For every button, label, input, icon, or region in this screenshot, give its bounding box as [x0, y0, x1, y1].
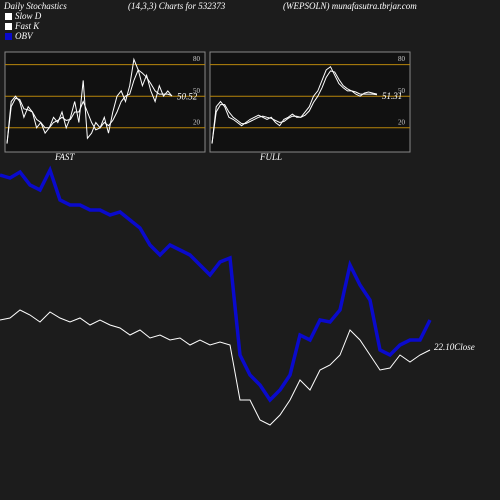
series-line — [0, 165, 432, 403]
series-line — [6, 57, 173, 144]
panel-title: FULL — [259, 152, 282, 162]
y-tick-label: 50 — [193, 87, 201, 95]
y-tick-label: 20 — [398, 118, 406, 126]
annotation: 22.10Close — [434, 342, 475, 352]
legend-swatch — [5, 23, 12, 30]
panel — [209, 51, 411, 153]
value-label: 50.52 — [177, 92, 198, 102]
legend-swatch — [5, 13, 12, 20]
legend-swatch — [5, 33, 12, 40]
y-tick-label: 80 — [193, 55, 201, 63]
series-line — [0, 309, 431, 426]
legend-label: OBV — [15, 31, 34, 41]
chart-subtitle: (14,3,3) Charts for 532373 — [128, 1, 226, 11]
legend-label: Slow D — [15, 11, 42, 21]
value-label: 51.31 — [382, 91, 402, 101]
series-line — [6, 69, 173, 144]
y-tick-label: 50 — [398, 87, 406, 95]
series-line — [211, 65, 378, 144]
y-tick-label: 80 — [398, 55, 406, 63]
legend-label: Fast K — [14, 21, 40, 31]
y-tick-label: 20 — [193, 118, 201, 126]
panel — [4, 51, 206, 153]
panel-title: FAST — [54, 152, 75, 162]
chart-source: (WEPSOLN) munafasutra.tbrjar.com — [283, 1, 417, 11]
chart-title: Daily Stochastics — [3, 1, 67, 11]
